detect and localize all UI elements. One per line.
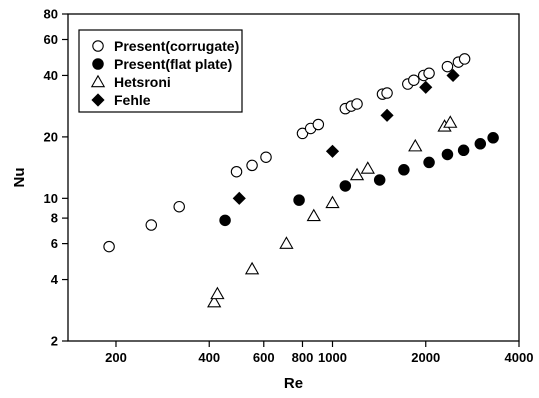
data-point (487, 132, 499, 144)
x-tick-label: 600 (253, 350, 275, 365)
plot-border (67, 13, 520, 342)
data-point (441, 60, 454, 73)
data-point (380, 108, 394, 122)
data-point (296, 127, 309, 140)
data-point (408, 74, 420, 86)
x-tick-label: 400 (198, 350, 220, 365)
data-point (207, 294, 222, 308)
data-point (349, 167, 365, 181)
y-axis-label: Nu (11, 168, 28, 188)
y-tick-label: 2 (51, 334, 58, 349)
legend-marker (91, 93, 105, 107)
legend-label: Fehle (114, 92, 151, 108)
data-point (312, 118, 325, 131)
data-point (339, 180, 352, 192)
data-point (293, 194, 305, 206)
data-point (173, 200, 185, 213)
x-tick-label: 2000 (411, 350, 440, 365)
series-2 (207, 115, 458, 308)
data-points (103, 53, 499, 308)
data-point (423, 156, 435, 169)
data-point (260, 151, 272, 163)
plot-frame (67, 13, 520, 342)
data-point (232, 191, 246, 205)
data-point (360, 161, 375, 174)
data-point (419, 80, 433, 94)
data-point (351, 98, 363, 110)
data-point (408, 138, 423, 152)
data-point (145, 219, 158, 231)
legend-label: Present(corrugate) (114, 38, 239, 54)
data-point (103, 240, 115, 253)
data-point (381, 87, 393, 99)
x-axis-label: Re (284, 375, 303, 392)
legend-marker (90, 74, 106, 88)
data-point (230, 165, 243, 178)
y-tick-label: 40 (44, 68, 58, 83)
series-1 (219, 132, 499, 227)
data-point (219, 214, 231, 227)
data-point (458, 53, 471, 65)
data-point (325, 195, 340, 209)
data-point (423, 67, 435, 80)
legend-box (78, 29, 243, 113)
data-point (443, 115, 458, 128)
y-tick-label: 6 (51, 236, 58, 251)
data-point (210, 286, 225, 300)
y-axis: 2 4 6 8 10 20 40 60 80 (44, 7, 68, 349)
legend: Present(corrugate) Present(flat plate) Het… (78, 29, 243, 113)
data-point (446, 68, 460, 83)
data-point (279, 236, 294, 249)
data-point (306, 208, 321, 222)
data-point (373, 174, 386, 186)
data-point (474, 138, 487, 150)
y-tick-label: 8 (51, 211, 58, 226)
data-point (457, 144, 470, 157)
data-point (246, 159, 258, 172)
y-tick-label: 80 (44, 7, 58, 22)
data-point (244, 261, 260, 275)
series-3 (232, 68, 460, 205)
x-tick-label: 4000 (505, 350, 534, 365)
x-tick-label: 800 (292, 350, 314, 365)
x-tick-label: 200 (105, 350, 127, 365)
y-tick-label: 4 (51, 272, 59, 287)
y-tick-label: 60 (44, 32, 58, 47)
legend-label: Hetsroni (114, 74, 171, 90)
x-tick-label: 1000 (318, 350, 347, 365)
legend-label: Present(flat plate) (114, 56, 232, 72)
data-point (325, 144, 340, 158)
y-tick-label: 10 (44, 191, 58, 206)
x-axis: 200 400 600 800 1000 2000 4000 (105, 341, 533, 365)
series-0 (103, 53, 471, 253)
data-point (398, 164, 410, 176)
y-tick-label: 20 (44, 129, 58, 144)
legend-marker (92, 40, 104, 52)
data-point (441, 148, 454, 161)
legend-marker (92, 58, 104, 70)
